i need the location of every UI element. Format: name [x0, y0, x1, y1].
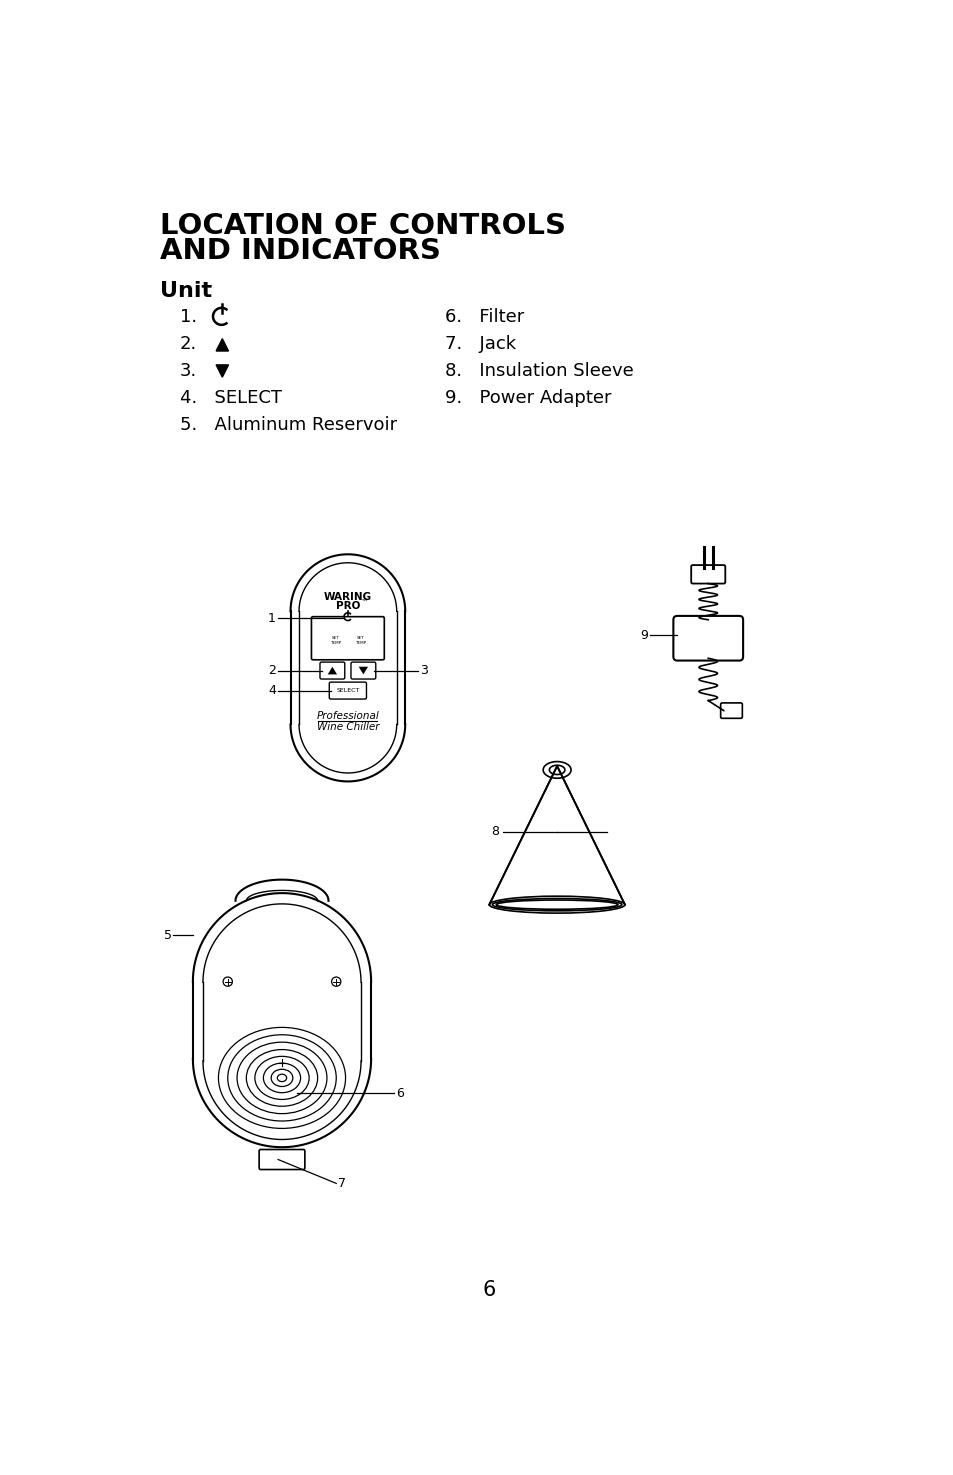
Text: SELECT: SELECT — [335, 689, 359, 693]
Text: 4.   SELECT: 4. SELECT — [179, 389, 281, 407]
Ellipse shape — [492, 898, 621, 910]
Text: Wine Chiller: Wine Chiller — [316, 721, 378, 732]
Text: 9: 9 — [640, 628, 648, 642]
Ellipse shape — [277, 1074, 286, 1081]
Circle shape — [332, 976, 340, 987]
Text: 2.: 2. — [179, 335, 196, 353]
Text: 5: 5 — [164, 929, 172, 943]
FancyBboxPatch shape — [329, 681, 366, 699]
FancyBboxPatch shape — [311, 617, 384, 659]
Text: WARING: WARING — [323, 591, 372, 602]
Text: 3.: 3. — [179, 361, 196, 379]
Text: ™: ™ — [361, 597, 369, 606]
Text: 7: 7 — [337, 1177, 345, 1190]
Ellipse shape — [489, 897, 624, 913]
Ellipse shape — [271, 1069, 293, 1087]
Text: 4: 4 — [268, 684, 275, 698]
FancyBboxPatch shape — [319, 662, 344, 678]
Text: Professional: Professional — [316, 711, 379, 721]
FancyBboxPatch shape — [720, 704, 741, 718]
Ellipse shape — [496, 900, 618, 909]
Text: SET
TEMP: SET TEMP — [355, 636, 365, 645]
Text: 6: 6 — [395, 1087, 403, 1100]
Text: 3: 3 — [419, 664, 427, 677]
Text: 2: 2 — [268, 664, 275, 677]
FancyBboxPatch shape — [259, 1149, 305, 1170]
Text: 5.   Aluminum Reservoir: 5. Aluminum Reservoir — [179, 416, 396, 434]
FancyBboxPatch shape — [673, 617, 742, 661]
Ellipse shape — [246, 1050, 317, 1106]
Text: LOCATION OF CONTROLS: LOCATION OF CONTROLS — [159, 211, 565, 239]
Polygon shape — [216, 364, 229, 378]
FancyBboxPatch shape — [351, 662, 375, 678]
Text: 8.   Insulation Sleeve: 8. Insulation Sleeve — [444, 361, 633, 379]
Text: Unit: Unit — [159, 280, 212, 301]
Polygon shape — [358, 667, 368, 674]
Text: 9.   Power Adapter: 9. Power Adapter — [444, 389, 611, 407]
Text: 8: 8 — [491, 825, 498, 838]
FancyBboxPatch shape — [691, 565, 724, 584]
Text: 1: 1 — [268, 612, 275, 625]
Ellipse shape — [218, 1028, 345, 1128]
Ellipse shape — [228, 1035, 335, 1121]
Text: 7.   Jack: 7. Jack — [444, 335, 516, 353]
Ellipse shape — [254, 1056, 309, 1099]
Polygon shape — [328, 667, 336, 674]
Polygon shape — [216, 339, 229, 351]
Text: 6: 6 — [481, 1280, 496, 1299]
Ellipse shape — [236, 1043, 327, 1114]
Ellipse shape — [263, 1063, 300, 1093]
Text: PRO: PRO — [335, 600, 359, 611]
Text: SET
TEMP: SET TEMP — [330, 636, 340, 645]
Text: 6.   Filter: 6. Filter — [444, 308, 523, 326]
Text: AND INDICATORS: AND INDICATORS — [159, 237, 440, 266]
Circle shape — [223, 976, 233, 987]
Text: 1.: 1. — [179, 308, 196, 326]
